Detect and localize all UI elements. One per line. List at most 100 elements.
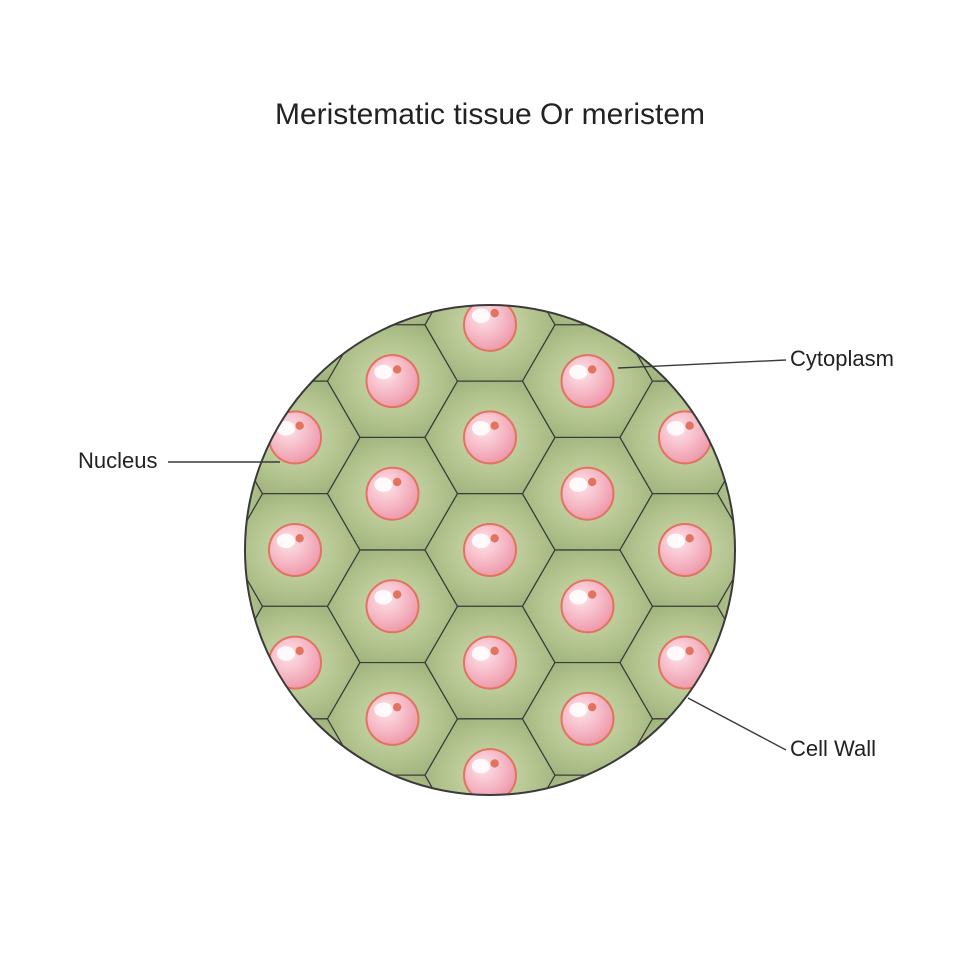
cell-tissue-group: [133, 212, 848, 888]
nucleus-circle: [659, 637, 711, 689]
nucleolus-dot: [685, 647, 693, 655]
nucleus-circle: [562, 580, 614, 632]
nucleolus-dot: [295, 422, 303, 430]
nucleus-highlight: [179, 590, 197, 605]
nucleus-highlight: [472, 421, 490, 436]
nucleus-circle: [367, 468, 419, 520]
nucleolus-dot: [685, 534, 693, 542]
nucleus-circle: [562, 468, 614, 520]
nucleus-highlight: [667, 308, 685, 323]
nucleolus-dot: [588, 590, 596, 598]
nucleus-circle: [172, 468, 224, 520]
nucleolus-dot: [295, 309, 303, 317]
nucleus-highlight: [472, 646, 490, 661]
nucleolus-dot: [588, 253, 596, 261]
nucleolus-dot: [588, 478, 596, 486]
nucleus-circle: [367, 355, 419, 407]
nucleolus-dot: [393, 703, 401, 711]
nucleus-highlight: [569, 477, 587, 492]
nucleus-highlight: [374, 702, 392, 717]
nucleolus-dot: [295, 759, 303, 767]
nucleolus-dot: [198, 590, 206, 598]
nucleus-highlight: [374, 365, 392, 380]
cell-hexagon: [523, 212, 653, 325]
diagram-title: Meristematic tissue Or meristem: [0, 98, 980, 132]
label-cell-wall: Cell Wall: [790, 736, 876, 762]
label-cytoplasm: Cytoplasm: [790, 346, 894, 372]
nucleus-highlight: [374, 815, 392, 830]
nucleolus-dot: [490, 759, 498, 767]
nucleus-highlight: [374, 590, 392, 605]
nucleus-highlight: [764, 477, 782, 492]
nucleus-highlight: [374, 477, 392, 492]
nucleolus-dot: [490, 534, 498, 542]
nucleolus-dot: [295, 647, 303, 655]
diagram-stage: Meristematic tissue Or meristem Cytoplas…: [0, 0, 980, 980]
cell-hexagon: [328, 212, 458, 325]
nucleolus-dot: [685, 759, 693, 767]
nucleolus-dot: [490, 647, 498, 655]
cell-hexagon: [718, 437, 848, 550]
nucleus-circle: [464, 637, 516, 689]
nucleolus-dot: [490, 309, 498, 317]
nucleus-circle: [172, 580, 224, 632]
nucleus-circle: [562, 355, 614, 407]
nucleolus-dot: [490, 422, 498, 430]
nucleolus-dot: [783, 590, 791, 598]
nucleolus-dot: [685, 309, 693, 317]
nucleus-highlight: [277, 308, 295, 323]
nucleus-circle: [367, 243, 419, 295]
nucleus-highlight: [277, 759, 295, 774]
nucleus-highlight: [667, 759, 685, 774]
nucleus-circle: [659, 411, 711, 463]
nucleolus-dot: [393, 365, 401, 373]
nucleus-circle: [269, 411, 321, 463]
nucleus-highlight: [472, 308, 490, 323]
nucleus-highlight: [374, 252, 392, 267]
meristem-diagram: [0, 0, 980, 980]
label-nucleus: Nucleus: [78, 448, 157, 474]
cell-hexagon: [718, 550, 848, 663]
nucleus-circle: [464, 524, 516, 576]
nucleolus-dot: [783, 478, 791, 486]
nucleus-highlight: [277, 646, 295, 661]
nucleus-highlight: [667, 421, 685, 436]
nucleus-circle: [269, 637, 321, 689]
nucleolus-dot: [393, 253, 401, 261]
nucleus-highlight: [179, 477, 197, 492]
nucleus-highlight: [569, 252, 587, 267]
nucleus-circle: [659, 299, 711, 351]
nucleus-highlight: [472, 534, 490, 549]
nucleus-circle: [269, 299, 321, 351]
nucleus-circle: [659, 749, 711, 801]
nucleolus-dot: [393, 590, 401, 598]
nucleus-highlight: [667, 534, 685, 549]
nucleus-circle: [757, 580, 809, 632]
nucleolus-dot: [685, 422, 693, 430]
nucleus-highlight: [569, 702, 587, 717]
nucleolus-dot: [393, 816, 401, 824]
cell-hexagon: [133, 550, 263, 663]
nucleolus-dot: [588, 365, 596, 373]
nucleus-highlight: [569, 815, 587, 830]
nucleus-highlight: [667, 646, 685, 661]
nucleus-circle: [562, 805, 614, 857]
nucleus-highlight: [277, 534, 295, 549]
cell-hexagon: [523, 775, 653, 888]
nucleus-highlight: [472, 759, 490, 774]
leader-line: [688, 698, 786, 750]
nucleus-highlight: [569, 365, 587, 380]
nucleolus-dot: [393, 478, 401, 486]
nucleus-circle: [269, 524, 321, 576]
nucleus-circle: [562, 243, 614, 295]
nucleus-circle: [367, 693, 419, 745]
nucleolus-dot: [588, 816, 596, 824]
nucleus-highlight: [569, 590, 587, 605]
nucleus-circle: [269, 749, 321, 801]
nucleus-circle: [464, 411, 516, 463]
nucleus-circle: [562, 693, 614, 745]
nucleus-circle: [367, 580, 419, 632]
nucleus-circle: [757, 468, 809, 520]
nucleus-circle: [367, 805, 419, 857]
nucleolus-dot: [295, 534, 303, 542]
